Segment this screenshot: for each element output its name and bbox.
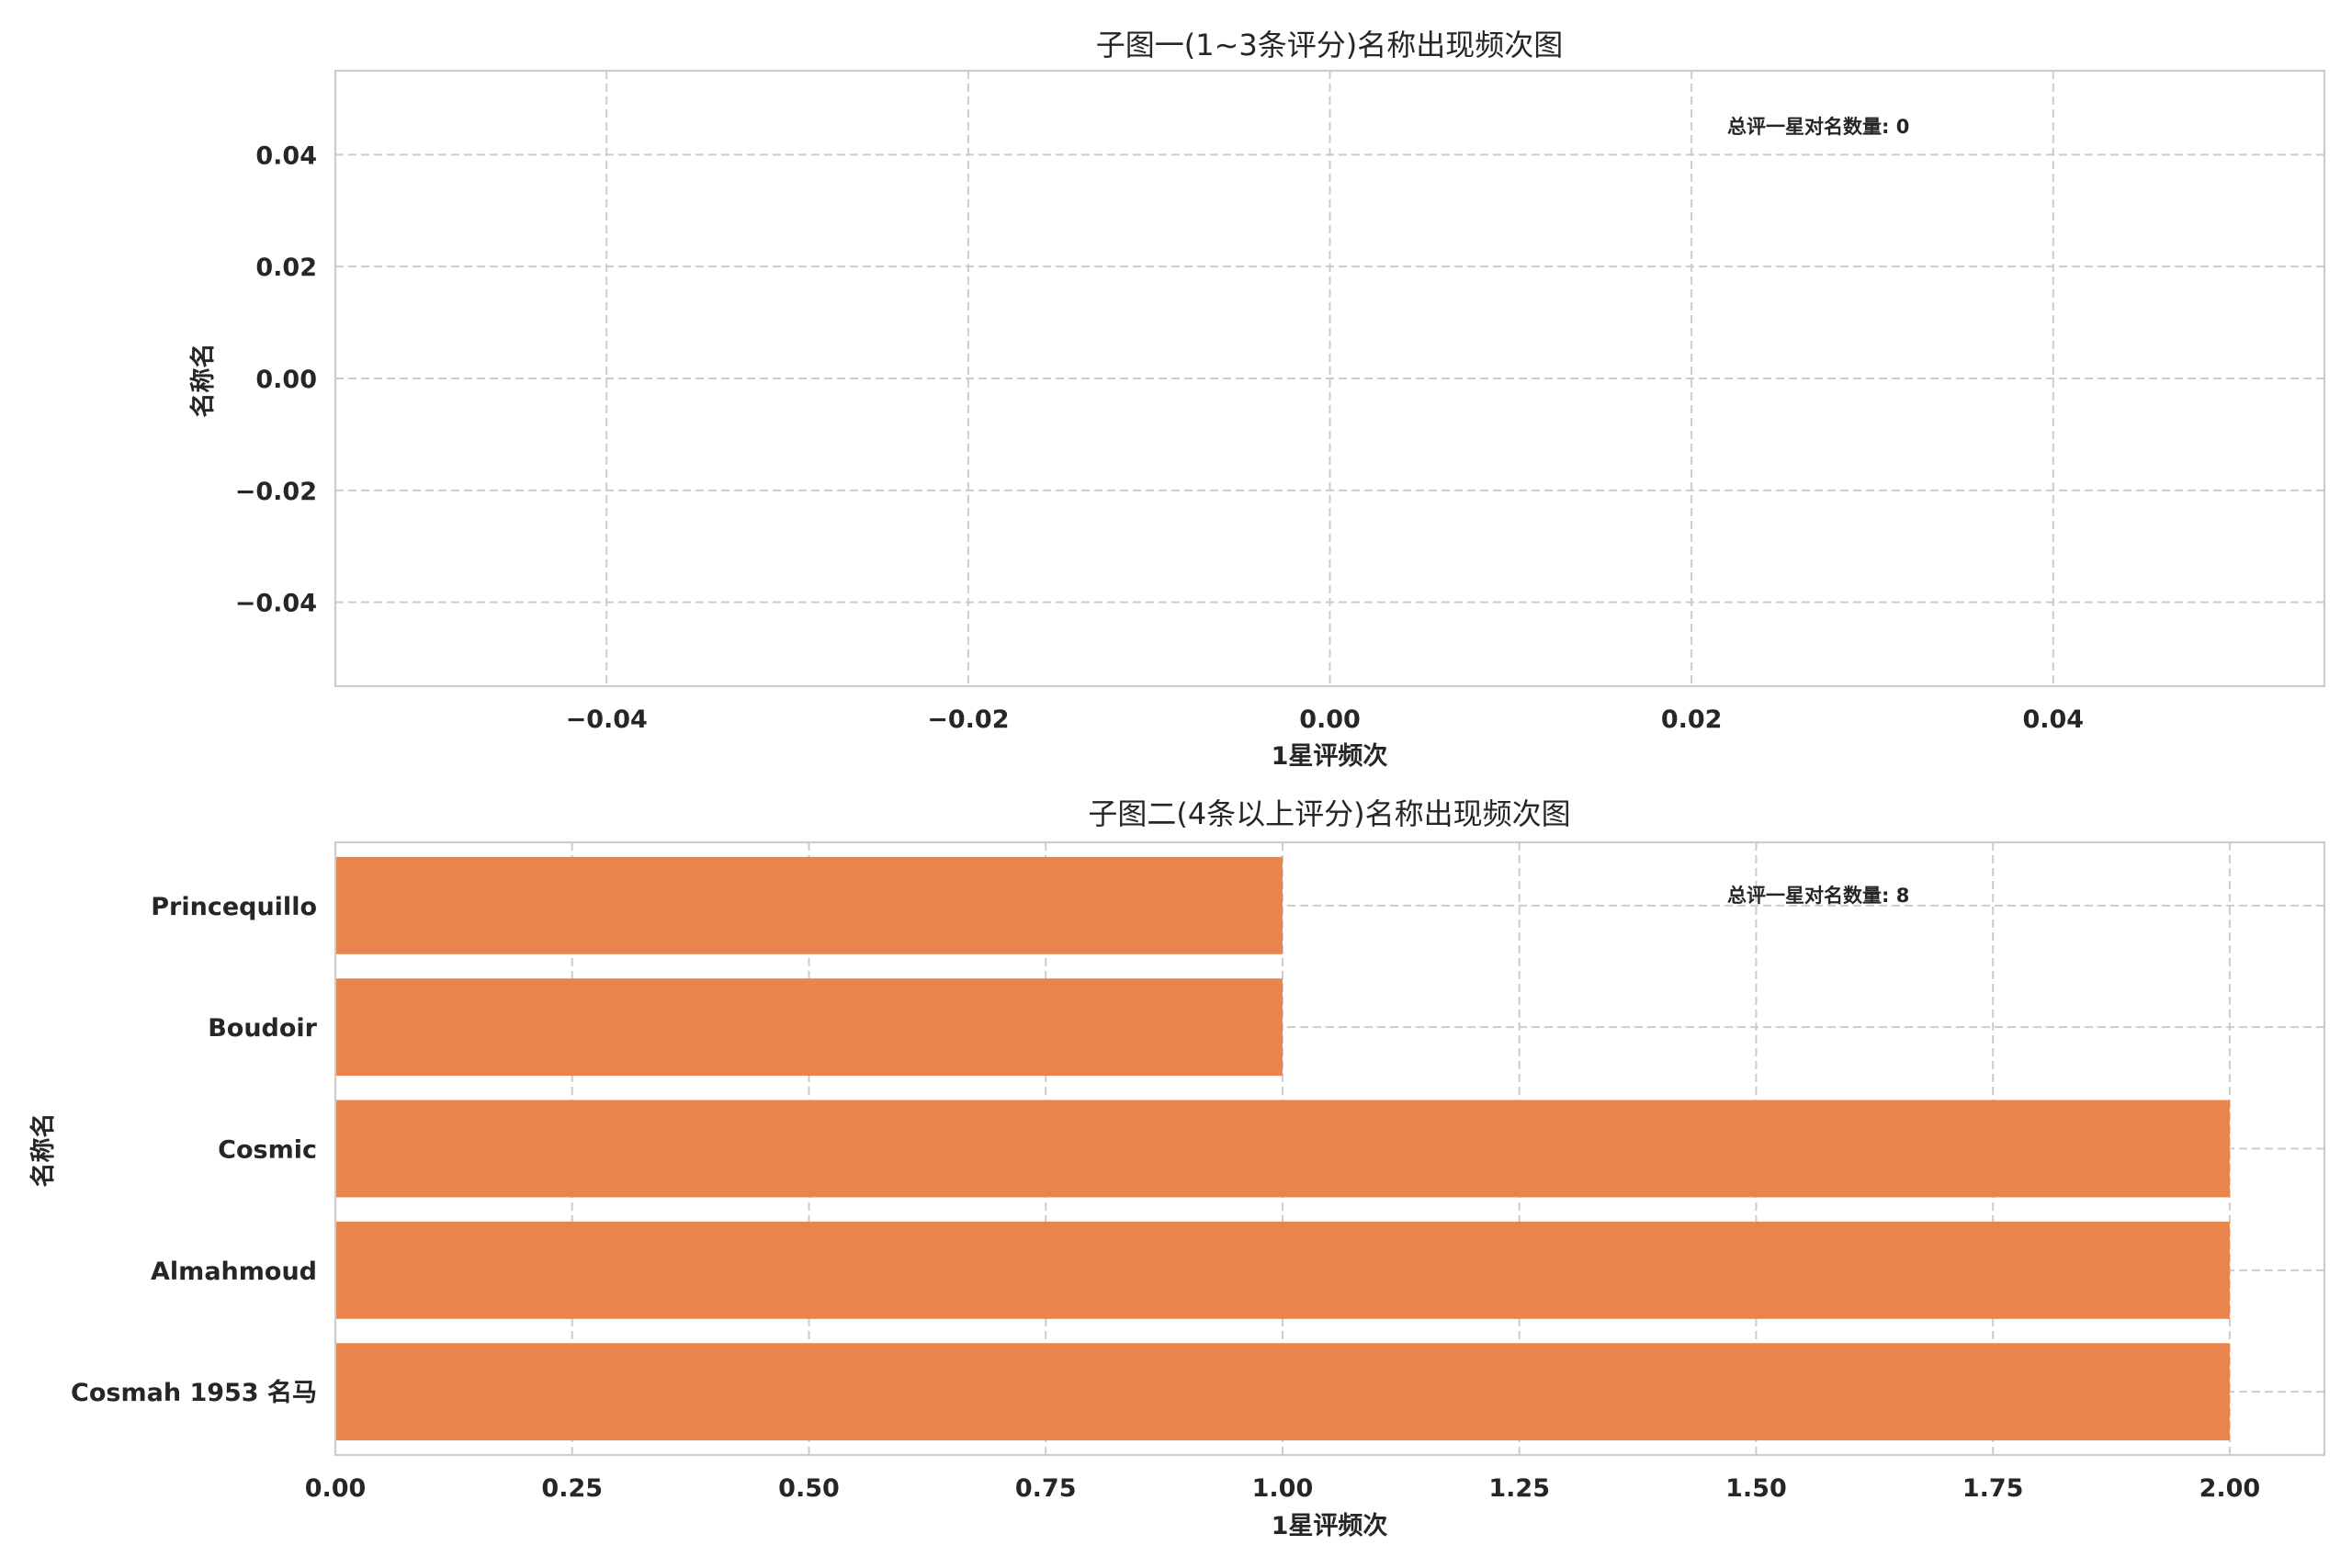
top-x-tick-label: 0.00 <box>1299 705 1361 734</box>
bar <box>335 1343 2230 1441</box>
top-x-tick-labels: −0.04 −0.02 0.00 0.02 0.04 <box>566 705 2084 734</box>
top-x-tick-label: 0.04 <box>2022 705 2084 734</box>
bottom-annotation: 总评一星对名数量: 8 <box>1727 885 1909 907</box>
top-x-tick-label: 0.02 <box>1661 705 1723 734</box>
bar <box>335 1221 2230 1319</box>
top-y-tick-label: 0.02 <box>255 254 317 282</box>
top-plot-frame <box>334 69 2326 688</box>
top-y-axis-label: 名称名 <box>188 344 218 418</box>
bottom-y-axis-label: 名称名 <box>28 1113 58 1188</box>
bottom-x-tick-label: 0.50 <box>778 1474 840 1503</box>
bottom-y-tick-label: Almahmoud <box>151 1258 317 1286</box>
top-x-axis-label: 1星评频次 <box>1272 742 1388 771</box>
top-x-tick-label: −0.02 <box>927 705 1009 734</box>
top-y-tick-label: −0.04 <box>235 590 317 618</box>
bar <box>335 1100 2230 1198</box>
top-y-tick-label: 0.00 <box>255 366 317 394</box>
bottom-y-tick-label: Cosmah 1953 名马 <box>71 1378 317 1407</box>
bottom-bars <box>335 856 2230 1441</box>
top-chart-title: 子图一(1~3条评分)名称出现频次图 <box>1096 28 1564 62</box>
top-y-tick-label: −0.02 <box>235 478 317 506</box>
bottom-y-tick-label: Cosmic <box>218 1136 317 1165</box>
bottom-y-tick-labels: Princequillo Boudoir Cosmic Almahmoud Cosmah… <box>71 893 318 1407</box>
bottom-x-tick-label: 0.25 <box>541 1474 603 1503</box>
bottom-plot-frame <box>334 840 2326 1457</box>
bar <box>335 978 1283 1077</box>
bottom-y-tick-label: Princequillo <box>151 893 317 921</box>
bottom-x-tick-label: 1.50 <box>1725 1474 1787 1503</box>
bottom-y-tick-label: Boudoir <box>208 1014 317 1043</box>
bottom-x-tick-label: 1.25 <box>1488 1474 1550 1503</box>
top-y-tick-label: 0.04 <box>255 141 317 170</box>
bottom-x-tick-labels: 0.00 0.25 0.50 0.75 1.00 1.25 1.50 1.75 2.00 <box>305 1474 2261 1503</box>
bottom-chart-title: 子图二(4条以上评分)名称出现频次图 <box>1088 796 1570 831</box>
top-gridlines <box>335 71 2324 686</box>
panel-top: 子图一(1~3条评分)名称出现频次图 −0.04 −0.02 0.00 0.02 0.0… <box>188 28 2326 771</box>
panel-bottom: 子图二(4条以上评分)名称出现频次图 0.00 0.25 0.50 0.75 1.00 1… <box>28 796 2326 1540</box>
bottom-x-tick-label: 0.00 <box>305 1474 367 1503</box>
top-y-tick-labels: 0.04 0.02 0.00 −0.02 −0.04 <box>235 141 317 617</box>
bottom-x-tick-label: 0.75 <box>1015 1474 1077 1503</box>
bottom-x-tick-label: 1.75 <box>1962 1474 2024 1503</box>
bottom-x-tick-label: 2.00 <box>2199 1474 2261 1503</box>
top-annotation: 总评一星对名数量: 0 <box>1727 116 1909 138</box>
bottom-x-tick-label: 1.00 <box>1252 1474 1314 1503</box>
bottom-x-axis-label: 1星评频次 <box>1272 1512 1388 1540</box>
top-x-tick-label: −0.04 <box>566 705 648 734</box>
bar <box>335 856 1283 954</box>
